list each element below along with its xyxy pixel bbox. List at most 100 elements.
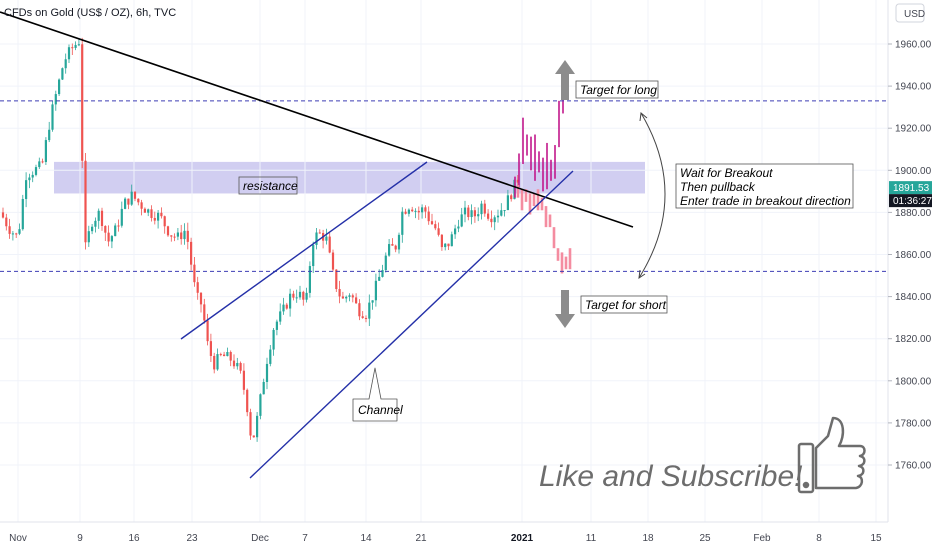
candle-body <box>404 211 407 214</box>
channel-upper-line <box>180 161 428 340</box>
candle-body <box>38 161 41 168</box>
projection-short-candle <box>532 193 536 207</box>
candle-body <box>265 363 269 382</box>
candle-body <box>348 295 351 297</box>
candle-body <box>163 216 166 227</box>
candle-body <box>11 233 14 235</box>
candle-body <box>285 304 288 309</box>
candle-body <box>424 207 427 212</box>
candle-body <box>124 198 127 209</box>
candle-body <box>282 304 285 312</box>
candle-body <box>361 316 364 318</box>
candle-body <box>417 210 420 213</box>
candle-body <box>8 226 11 234</box>
candle-body <box>232 360 236 367</box>
candle-body <box>315 232 318 245</box>
candle-body <box>510 195 513 200</box>
candle-body <box>493 217 496 223</box>
candle-body <box>351 295 354 298</box>
candle-body <box>58 79 61 95</box>
candle-body <box>110 236 113 242</box>
candle-body <box>381 270 384 277</box>
candle-body <box>434 224 437 229</box>
candle-body <box>256 415 259 438</box>
projection-short-candle <box>556 248 560 261</box>
candle-body <box>411 209 414 212</box>
candle-body <box>308 266 311 293</box>
candle-body <box>454 228 457 235</box>
y-tick-label: 1800.00 <box>895 376 932 387</box>
candle-body <box>338 289 341 297</box>
candle-body <box>391 244 394 246</box>
countdown-label: 01:36:27 <box>893 196 932 207</box>
x-tick-label: 8 <box>816 533 822 544</box>
candle-body <box>180 232 183 240</box>
candle-body <box>427 211 430 222</box>
y-tick-label: 1820.00 <box>895 334 932 345</box>
candle-body <box>447 243 450 247</box>
candle-body <box>209 341 212 356</box>
candle-body <box>262 381 265 395</box>
candle-body <box>437 228 440 235</box>
y-tick-label: 1960.00 <box>895 40 932 51</box>
candle-body <box>44 140 47 163</box>
candle-body <box>104 225 107 233</box>
candle-body <box>153 217 156 221</box>
candle-body <box>77 44 80 46</box>
candle-body <box>503 210 506 212</box>
candle-body <box>358 303 361 317</box>
candle-body <box>295 297 298 299</box>
candle-body <box>176 232 179 237</box>
projection-short-candle <box>568 248 572 270</box>
projection-short-candle <box>564 256 568 270</box>
candle-body <box>407 209 410 214</box>
candle-body <box>114 225 117 237</box>
currency-label: USD <box>904 9 925 20</box>
candle-body <box>305 292 308 300</box>
strategy-line-3: Enter trade in breakout direction <box>680 194 851 208</box>
y-tick-label: 1840.00 <box>895 292 932 303</box>
channel-callout: Channel <box>352 367 403 422</box>
channel-label: Channel <box>358 403 403 417</box>
candle-body <box>143 208 146 213</box>
x-tick-label: Feb <box>753 533 771 544</box>
strategy-note-box: Wait for Breakout Then pullback Enter tr… <box>675 163 854 209</box>
x-tick-label: 18 <box>642 533 654 544</box>
candle-body <box>259 394 262 416</box>
candle-body <box>166 226 170 236</box>
candle-body <box>500 210 503 216</box>
candle-body <box>196 282 199 293</box>
candle-body <box>275 321 278 330</box>
candle-body <box>226 352 229 357</box>
candle-body <box>444 243 447 248</box>
short-projection-candles <box>516 185 572 274</box>
target-long-box: Target for long <box>575 80 659 99</box>
candle-body <box>384 255 387 271</box>
candle-body <box>496 215 500 218</box>
candle-body <box>223 354 226 357</box>
y-tick-label: 1780.00 <box>895 418 932 429</box>
candle-body <box>440 234 443 248</box>
candle-body <box>67 47 71 60</box>
resistance-label: resistance <box>243 179 298 193</box>
candle-body <box>239 362 242 371</box>
current-price-label: 1891.53 <box>893 183 930 194</box>
y-tick-label: 1920.00 <box>895 124 932 135</box>
candle-body <box>355 297 358 304</box>
candle-body <box>467 207 470 218</box>
long-projection-candles <box>514 92 564 198</box>
candle-body <box>473 210 476 217</box>
candle-body <box>183 230 186 240</box>
projection-short-candle <box>560 252 564 274</box>
candle-body <box>199 292 203 305</box>
projection-short-candle <box>548 214 552 228</box>
candle-body <box>397 234 401 250</box>
thumbs-up-icon[interactable] <box>797 416 866 494</box>
projection-short-candle <box>540 197 544 211</box>
candle-body <box>28 177 31 181</box>
candle-body <box>15 233 18 235</box>
candle-body <box>328 236 331 253</box>
candle-body <box>203 304 206 321</box>
candle-body <box>269 349 272 364</box>
